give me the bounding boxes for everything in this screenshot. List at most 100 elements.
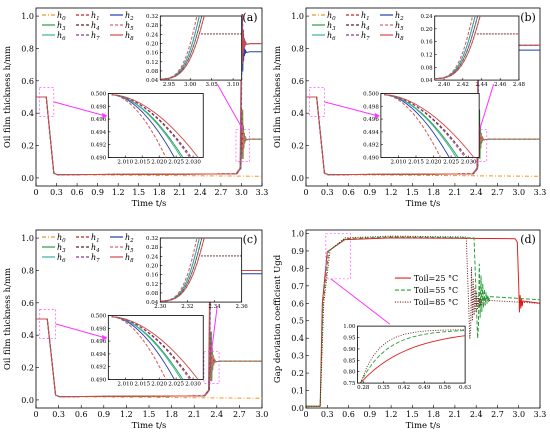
inset2-2-xtick-label: 2.30 <box>154 304 167 310</box>
panel-0-xtick-label: 1.8 <box>153 188 166 197</box>
inset1-line-h8 <box>111 316 199 380</box>
inset-d-xtick-label: 0.28 <box>357 385 370 391</box>
zoom-arrowhead-left <box>102 334 108 341</box>
inset2-1-xtick-label: 2.42 <box>457 82 469 88</box>
legend-label-h2: h2 <box>395 11 404 22</box>
panel-2-xtick-label: 2.4 <box>210 410 223 419</box>
panel-d-xtick-label: 2.4 <box>470 410 483 419</box>
legend-subscript-h2: 2 <box>129 238 134 244</box>
panel-d-xtick-label: 0.6 <box>342 410 355 419</box>
inset2-line-h8 <box>160 15 205 80</box>
panel-2-xtick-label: 3.0 <box>256 410 269 419</box>
inset-d-ytick-label: 0.80 <box>343 370 356 376</box>
panel-0-ytick-label: 0.4 <box>21 109 34 118</box>
inset2-0-ytick-label: 0.24 <box>146 32 159 38</box>
inset1-2-xtick-label: 2.010 <box>117 382 133 388</box>
legend-subscript-h4: 4 <box>365 26 370 32</box>
panel-2-ytick-label: 0.8 <box>21 266 34 275</box>
legend-subscript-h8: 8 <box>130 36 134 42</box>
legend-subscript-h5: 5 <box>400 26 404 32</box>
panel-1-xtick-label: 3.3 <box>534 188 547 197</box>
legend-subscript-h4: 4 <box>95 248 100 254</box>
panel-d-ytick-label: 0.9 <box>291 247 304 256</box>
panel-d-ytick-label: 0.6 <box>291 299 304 308</box>
legend-label-h6: h6 <box>57 253 66 264</box>
panel-d-xtick-label: 1.2 <box>385 410 398 419</box>
panel-d-xtick-label: 0 <box>303 410 308 419</box>
inset1-0-xtick-label: 2.010 <box>117 160 133 166</box>
zoom-arrow-right <box>216 83 244 130</box>
panel-d-xtick-label: 2.7 <box>491 410 504 419</box>
legend-subscript-h7: 7 <box>96 258 100 264</box>
panel-0-ytick-label: 0.0 <box>21 174 34 183</box>
panel-1-xtick-label: 3.0 <box>512 188 525 197</box>
panel-1-ytick-label: 0.8 <box>291 44 304 53</box>
panel-2-xtick-label: 1.8 <box>165 410 178 419</box>
chart-panel-1: 0 0.3 0.6 0.9 1.2 1.5 1.8 2.1 2.4 2.7 3.0 3.3 0.0 0.2… <box>3 7 268 209</box>
legend-subscript-h5: 5 <box>130 26 134 32</box>
inset1-2-frame <box>107 315 204 380</box>
inset2-1-ytick-label: 0.16 <box>420 40 433 46</box>
inset1-1-ytick-label: 0.498 <box>363 104 379 110</box>
legend-label-h2: h2 <box>125 233 134 244</box>
inset2-2-frame <box>159 237 243 303</box>
inset1-1-ytick-label: 0.492 <box>363 143 379 149</box>
legend-subscript-h2: 2 <box>129 16 134 22</box>
y-axis-label: Gap deviation coefficient Ugd <box>273 254 283 383</box>
inset2-2-ytick-label: 0.04 <box>146 300 159 306</box>
legend-label-h5: h5 <box>125 243 134 254</box>
legend-subscript-h1: 1 <box>96 238 100 244</box>
legend-subscript-h6: 6 <box>62 258 66 264</box>
panel-2-xtick-label: 0.3 <box>52 410 65 419</box>
legend-label-h3: h3 <box>57 243 66 254</box>
panel-2-xtick-label: 1.5 <box>143 410 156 419</box>
inset2-0-ytick-label: 0.16 <box>146 51 159 57</box>
panel-d-ytick-label: 0.1 <box>291 387 304 396</box>
inset1-0-ytick-label: 0.500 <box>91 91 107 97</box>
panel-d-xtick-label: 0.3 <box>321 410 334 419</box>
inset1-line-h8 <box>384 94 475 158</box>
legend-label-h2: h2 <box>125 11 134 22</box>
inset2-2-xtick-label: 2.34 <box>208 304 221 310</box>
inset2-0-ytick-label: 0.04 <box>146 78 159 84</box>
inset1-1-ytick-label: 0.494 <box>363 130 379 136</box>
panel-2-xtick-label: 2.7 <box>233 410 246 419</box>
zoom-arrow-d <box>330 278 391 325</box>
legend-subscript-h5: 5 <box>130 248 134 254</box>
y-axis-label: Oil film thickness h/mm <box>3 268 13 370</box>
inset-d-xtick-label: 0.49 <box>418 385 431 391</box>
inset2-2-ytick-label: 0.08 <box>146 291 159 297</box>
legend-subscript-h3: 3 <box>62 26 66 32</box>
panel-2-ytick-label: 1.0 <box>21 234 34 243</box>
legend-subscript-h6: 6 <box>62 36 66 42</box>
panel-0-xtick-label: 1.2 <box>112 188 125 197</box>
y-axis-label: Oil film thickness h/mm <box>273 46 283 148</box>
inset-d-ytick-label: 1.00 <box>343 324 356 330</box>
panel-0-xtick-label: 3.0 <box>235 188 248 197</box>
inset1-0-ytick-label: 0.494 <box>91 130 107 136</box>
panel-2-ytick-label: 0.0 <box>21 396 34 405</box>
x-axis-label: Time t/s <box>406 421 441 431</box>
legend-label-h7: h7 <box>361 31 370 42</box>
inset1-2-ytick-label: 0.496 <box>91 339 107 345</box>
panel-1-xtick-label: 0.6 <box>342 188 355 197</box>
inset1-0-xtick-label: 2.015 <box>134 160 150 166</box>
chart-panel-4: 0 0.3 0.6 0.9 1.2 1.5 1.8 2.1 2.4 2.7 3.0 3.3 0.0 0.1… <box>273 229 546 431</box>
inset1-line-h7 <box>111 94 191 158</box>
legend-subscript-h0: 0 <box>332 16 336 22</box>
panel-2-xtick-label: 2.1 <box>188 410 201 419</box>
legend-label-h4: h4 <box>91 21 100 32</box>
legend-label-h1: h1 <box>361 11 370 22</box>
panel-2-xtick-label: 0 <box>33 410 38 419</box>
panel-2-ytick-label: 0.2 <box>21 364 34 373</box>
panel-d-xtick-label: 3.3 <box>534 410 547 419</box>
inset1-2-xtick-label: 2.015 <box>134 382 150 388</box>
legend-subscript-h8: 8 <box>130 258 134 264</box>
inset2-1-xtick-label: 2.48 <box>513 82 526 88</box>
inset1-1-xtick-label: 2.030 <box>461 160 477 166</box>
inset2-1-xtick-label: 2.44 <box>475 82 488 88</box>
inset2-2-ytick-label: 0.16 <box>146 273 159 279</box>
legend-subscript-h3: 3 <box>332 26 336 32</box>
gap-series-line <box>306 235 541 407</box>
inset1-line-h5 <box>111 94 167 158</box>
